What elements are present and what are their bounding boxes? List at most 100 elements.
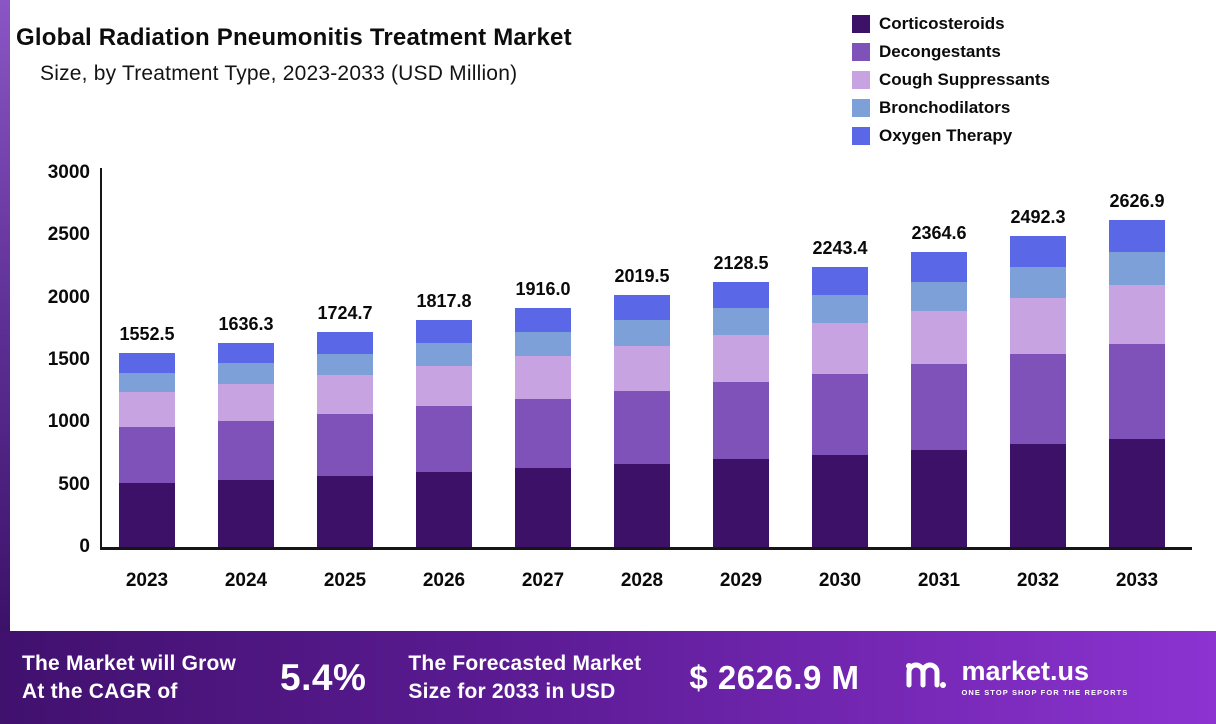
x-axis-year-label: 2027 [521,570,565,591]
bar-total-label: 2128.5 [713,252,769,273]
bar-segment-corticosteroids [119,483,175,547]
legend-label: Oxygen Therapy [879,126,1013,145]
bottom-banner: The Market will Grow At the CAGR of 5.4%… [0,631,1216,724]
x-axis-year-label: 2029 [719,570,763,591]
cagr-value: 5.4% [280,656,367,698]
bar-segment-bronchodilators [317,353,373,375]
bar-total-label: 1636.3 [218,314,274,334]
bar-segment-bronchodilators [515,332,571,356]
cagr-caption-line1: The Market will Grow [22,652,237,676]
bar-segment-decongestants [416,406,472,473]
page-subtitle: Size, by Treatment Type, 2023-2033 (USD … [40,62,518,85]
bar-segment-corticosteroids [1109,438,1165,547]
brand-logo: market.us ONE STOP SHOP FOR THE REPORTS [903,658,1128,697]
brand-tagline: ONE STOP SHOP FOR THE REPORTS [961,688,1129,697]
cagr-caption-line2: At the CAGR of [22,679,178,703]
bar-segment-cough-suppressants [713,334,769,383]
bar-column-2032 [1010,236,1066,547]
bar-segment-corticosteroids [515,468,571,547]
forecast-caption-line1: The Forecasted Market [408,652,642,676]
bar-total-label: 2364.6 [911,223,967,244]
x-axis-year-label: 2032 [1016,570,1060,591]
y-axis-tick-label: 1500 [47,349,90,370]
bar-segment-oxygen-therapy [317,332,373,354]
bar-segment-oxygen-therapy [515,308,571,333]
bar-column-2024 [218,343,274,547]
legend-swatch-icon [852,71,870,89]
forecast-caption-line2: Size for 2033 in USD [408,679,616,703]
legend-item-cough-suppressants: Cough Suppressants [852,70,1050,90]
bar-segment-bronchodilators [911,281,967,312]
bar-segment-decongestants [1109,343,1165,439]
bar-segment-oxygen-therapy [713,281,769,309]
legend-swatch-icon [852,43,870,61]
y-axis-tick-label: 0 [79,536,90,557]
y-axis-tick-label: 2000 [47,286,90,308]
legend-swatch-icon [852,127,870,145]
legend-item-corticosteroids: Corticosteroids [852,14,1050,34]
x-axis-year-label: 2023 [125,570,169,591]
bar-segment-oxygen-therapy [416,320,472,344]
bar-column-2030 [812,267,868,547]
stacked-bar-chart: 0 500 1000 1500 2000 2500 3000 1552.5 2023 1636.3… [47,162,1192,591]
legend-item-oxygen-therapy: Oxygen Therapy [852,126,1050,146]
bar-segment-cough-suppressants [911,311,967,365]
bar-total-label: 2626.9 [1109,190,1165,211]
y-axis-tick-label: 2500 [47,224,90,246]
bar-segment-bronchodilators [416,343,472,366]
bar-total-label: 2492.3 [1010,207,1066,228]
y-axis-tick-label: 500 [58,473,90,495]
bar-segment-decongestants [218,420,274,480]
bar-total-label: 1724.7 [317,302,373,323]
bar-column-2027 [515,308,571,547]
bar-segment-decongestants [119,427,175,484]
legend-label: Decongestants [879,42,1001,61]
bar-segment-corticosteroids [614,463,670,547]
bar-segment-bronchodilators [1109,252,1165,286]
brand-name: market.us [961,656,1090,686]
x-axis-year-label: 2031 [917,570,961,591]
bar-segment-oxygen-therapy [614,295,670,321]
bar-segment-corticosteroids [416,472,472,547]
bar-segment-decongestants [812,373,868,455]
bar-column-2028 [614,295,670,547]
bar-segment-bronchodilators [614,320,670,346]
x-axis-year-label: 2028 [620,570,664,591]
bar-segment-corticosteroids [812,454,868,547]
bar-column-2025 [317,332,373,547]
bar-column-2033 [1109,219,1165,547]
x-axis-year-label: 2024 [224,570,268,591]
left-accent-stripe [0,0,10,631]
x-axis-year-label: 2026 [422,570,466,591]
legend-item-decongestants: Decongestants [852,42,1050,62]
bar-segment-cough-suppressants [1010,298,1066,355]
legend-label: Cough Suppressants [879,70,1050,89]
bar-segment-bronchodilators [812,295,868,324]
bar-segment-corticosteroids [317,476,373,547]
legend-label: Corticosteroids [879,14,1005,33]
bar-column-2031 [911,252,967,547]
bar-segment-cough-suppressants [812,323,868,374]
x-axis-line [100,547,1192,550]
bar-total-label: 1817.8 [416,291,472,312]
bar-segment-oxygen-therapy [1109,219,1165,253]
chart-title-block: Global Radiation Pneumonitis Treatment M… [16,24,572,86]
bar-segment-oxygen-therapy [1010,236,1066,268]
legend-item-bronchodilators: Bronchodilators [852,98,1050,118]
forecast-caption: The Forecasted Market Size for 2033 in U… [408,650,641,705]
legend-swatch-icon [852,15,870,33]
x-axis-year-label: 2030 [818,570,862,591]
bar-segment-cough-suppressants [614,345,670,391]
market-us-logo-icon [903,658,955,697]
x-axis-year-label: 2025 [323,570,367,591]
bar-segment-bronchodilators [218,363,274,384]
bar-segment-cough-suppressants [218,383,274,421]
bar-segment-corticosteroids [1010,444,1066,547]
x-axis-year-label: 2033 [1115,570,1159,591]
y-axis-line [100,168,102,548]
bar-segment-bronchodilators [1010,267,1066,299]
y-axis-tick-label: 3000 [47,162,90,183]
legend-swatch-icon [852,99,870,117]
forecast-value: $ 2626.9 M [689,658,860,696]
legend-label: Bronchodilators [879,98,1011,117]
